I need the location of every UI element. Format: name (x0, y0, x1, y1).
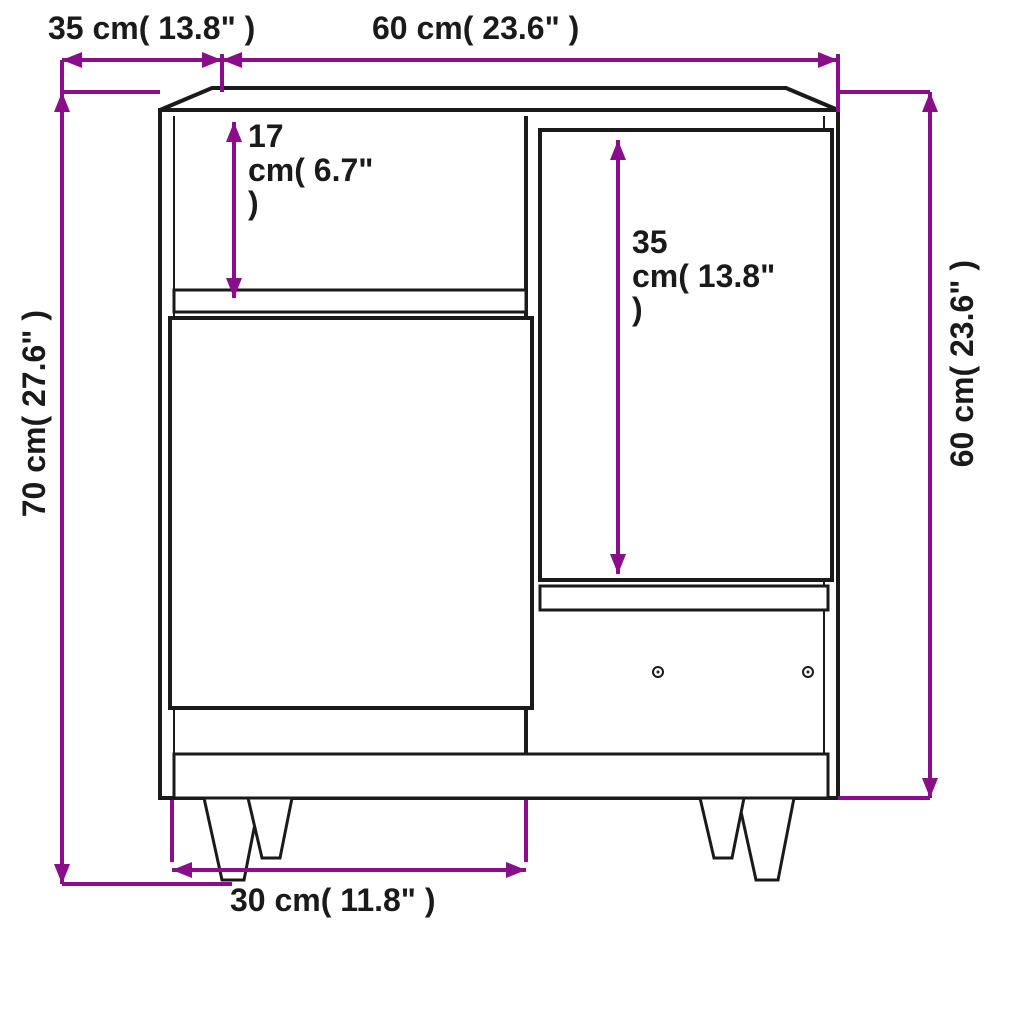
diagram-svg (0, 0, 1020, 1009)
dim-bodyh-label: 60 cm( 23.6" ) (946, 260, 980, 467)
dim-shelfh-label: 17 cm( 6.7" ) (248, 120, 373, 221)
dim-totalh-label: 70 cm( 27.6" ) (18, 310, 52, 517)
dim-width-label: 60 cm( 23.6" ) (372, 12, 579, 46)
dim-halfw-label: 30 cm( 11.8" ) (230, 884, 436, 918)
dim-depth-label: 35 cm( 13.8" ) (48, 12, 255, 46)
dim-doorh-label: 35 cm( 13.8" ) (632, 226, 775, 327)
furniture-dimension-diagram: { "canvas": { "width": 1020, "height": 1… (0, 0, 1020, 1009)
